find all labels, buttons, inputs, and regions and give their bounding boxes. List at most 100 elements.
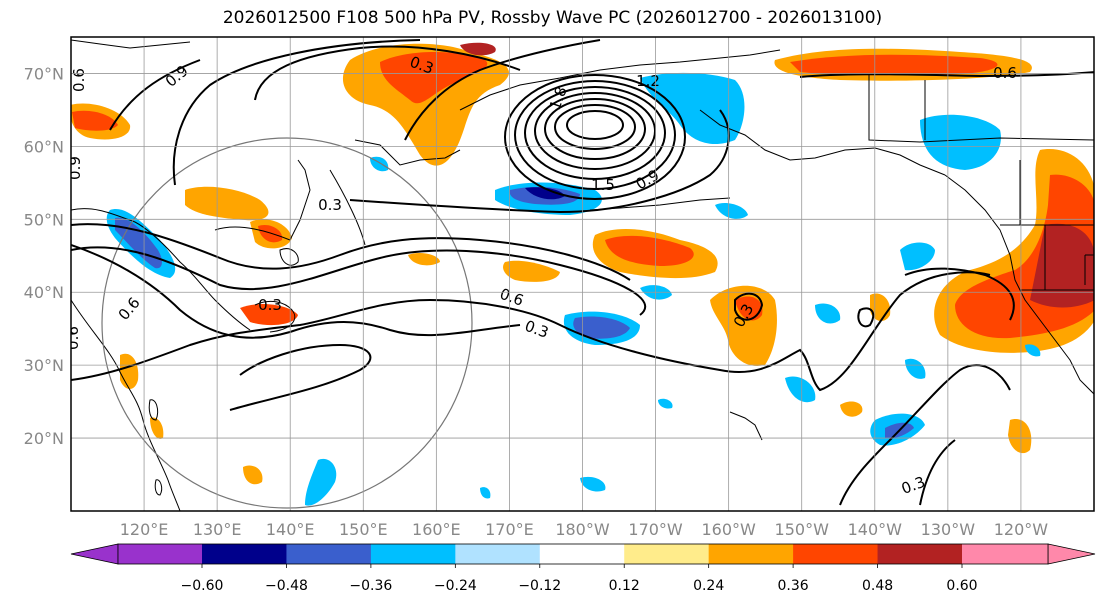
colorbar-extend-max — [1047, 543, 1096, 565]
colorbar-tick-label: 0.48 — [862, 578, 893, 594]
coastline — [459, 49, 781, 111]
contour-line — [71, 246, 647, 316]
colorbar-tick-label: 0.24 — [693, 578, 724, 594]
contour-label: 1.5 — [591, 176, 615, 194]
colorbar-swatch — [708, 544, 794, 564]
contour-label: 0.6 — [993, 64, 1017, 82]
lon-tick-label: 170°W — [628, 520, 683, 539]
contour-label: 0.3 — [522, 317, 551, 342]
anomaly-blob — [1030, 223, 1094, 308]
lon-tick-label: 180°W — [555, 520, 610, 539]
contour-label: 0.6 — [70, 68, 88, 92]
anomaly-blob — [605, 235, 694, 266]
contour-label: 0.3 — [258, 296, 282, 314]
pv-contours — [71, 39, 1094, 506]
contour-line — [839, 364, 1011, 506]
anomaly-blob — [900, 242, 935, 271]
coastline — [148, 399, 159, 421]
anomaly-blob — [503, 260, 560, 282]
colorbar: −0.60 −0.48 −0.36 −0.24 −0.12 0.12 0.24 0.36 0.4… — [70, 543, 1096, 594]
contour-line — [524, 86, 666, 180]
latitude-labels: 70°N 60°N 50°N 40°N 30°N 20°N — [24, 64, 64, 448]
lon-tick-label: 160°W — [701, 520, 756, 539]
colorbar-swatch — [877, 544, 963, 564]
anomaly-blob — [640, 72, 745, 145]
colorbar-swatch — [455, 544, 541, 564]
anomaly-blob — [920, 114, 1001, 170]
lon-tick-label: 120°E — [120, 520, 169, 539]
contour-line — [534, 92, 656, 170]
anomaly-blob — [120, 353, 139, 389]
anomaly-blob — [480, 487, 491, 499]
lon-tick-label: 150°W — [775, 520, 830, 539]
colorbar-swatch — [624, 544, 710, 564]
colorbar-swatch — [286, 544, 372, 564]
graticule — [71, 37, 1094, 511]
lon-tick-label: 170°E — [485, 520, 534, 539]
coastline — [214, 159, 311, 241]
anomaly-blob — [790, 54, 998, 76]
anomaly-blob — [525, 187, 565, 200]
coastline — [71, 299, 181, 511]
lon-tick-label: 140°E — [266, 520, 315, 539]
coastline — [729, 411, 763, 441]
coastline — [279, 248, 299, 266]
anomaly-blob — [380, 52, 488, 104]
contour-line — [514, 80, 676, 190]
contour-line — [919, 439, 956, 506]
contour-line — [799, 71, 1094, 78]
colorbar-tick-label: 0.36 — [778, 578, 809, 594]
colorbar-tick-label: −0.48 — [265, 578, 308, 594]
lat-tick-label: 30°N — [24, 356, 64, 375]
colorbar-swatch — [118, 544, 202, 564]
lon-tick-label: 120°W — [994, 520, 1049, 539]
coastline — [868, 75, 1094, 143]
anomaly-blob — [1008, 419, 1032, 454]
contour-line — [404, 39, 601, 141]
anomaly-blob — [460, 42, 496, 56]
colorbar-tick-label: −0.24 — [434, 578, 477, 594]
contour-line — [544, 98, 646, 160]
map-frame — [70, 36, 1095, 512]
lon-tick-label: 150°E — [339, 520, 388, 539]
coastline — [354, 139, 461, 166]
lat-tick-label: 40°N — [24, 283, 64, 302]
longitude-labels: 120°E 130°E 140°E 150°E 160°E 170°E 180°W 170°W… — [120, 520, 1049, 539]
positive-anomaly-shading — [71, 42, 1094, 485]
contour-line — [349, 109, 730, 214]
anomaly-blob — [185, 186, 269, 221]
map-area: 0.9 0.30.31.20.90.60.30.60.30.90.60.30.60… — [64, 39, 1094, 511]
lat-tick-label: 60°N — [24, 137, 64, 156]
anomaly-blob — [715, 203, 748, 219]
contour-line — [71, 271, 991, 392]
lon-tick-label: 130°E — [193, 520, 242, 539]
anomaly-blob — [72, 110, 118, 131]
colorbar-swatch — [202, 544, 287, 564]
anomaly-blob — [580, 476, 606, 492]
contour-line — [504, 74, 686, 200]
negative-anomaly-shading — [106, 72, 1041, 506]
colorbar-outline — [117, 543, 1049, 565]
anomaly-blob — [735, 296, 763, 321]
colorbar-swatch — [539, 544, 625, 564]
anomaly-blob — [305, 458, 337, 506]
contour-line — [254, 45, 521, 101]
lon-tick-label: 140°W — [848, 520, 903, 539]
contour-line — [229, 343, 372, 411]
anomaly-blob — [905, 358, 926, 379]
coastline — [71, 39, 191, 49]
contour-line — [172, 39, 421, 186]
contour-line — [734, 292, 764, 321]
colorbar-swatch — [793, 544, 879, 564]
colorbar-extend-min — [70, 543, 119, 565]
region-circle — [101, 137, 473, 509]
anomaly-blob — [1025, 344, 1041, 357]
anomaly-blob — [658, 398, 673, 409]
coastline — [154, 479, 163, 496]
colorbar-tick-label: 0.12 — [609, 578, 640, 594]
contour-line — [554, 104, 636, 150]
contour-label: 1.8 — [546, 84, 571, 113]
contour-label: 0.6 — [64, 326, 82, 350]
lon-tick-label: 160°E — [412, 520, 461, 539]
coastline — [254, 300, 296, 333]
